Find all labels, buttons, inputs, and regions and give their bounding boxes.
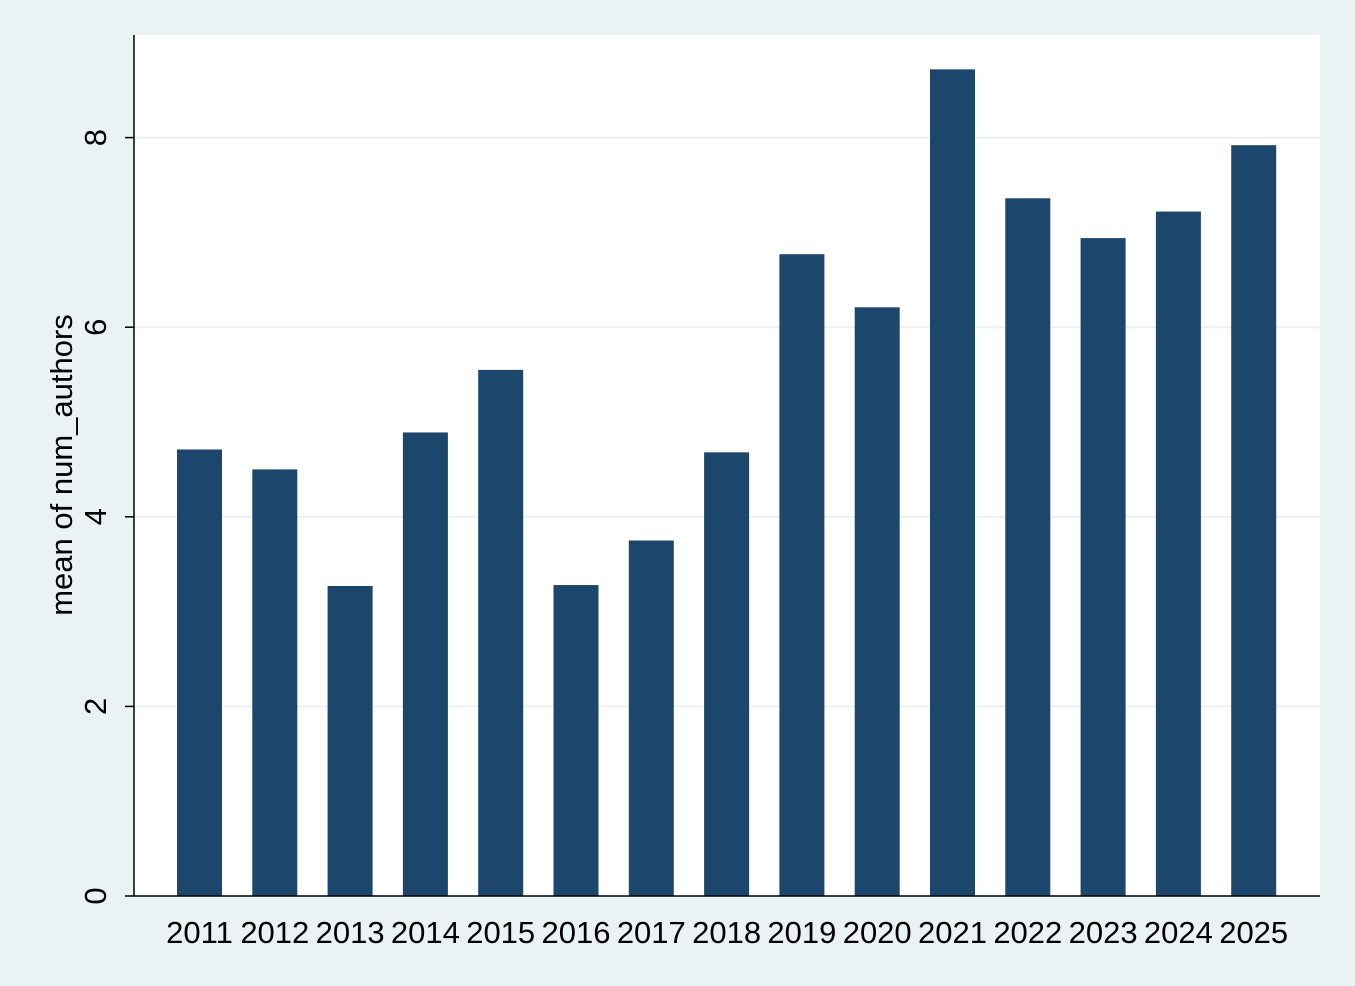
x-tick-label: 2018	[692, 915, 761, 950]
bar-2012	[252, 469, 298, 896]
bar-2014	[402, 432, 448, 896]
y-tick-label: 4	[78, 508, 113, 525]
x-tick-labels: 2011 2012 2013 2014 2015 2016 2017 2018 2019 2020…	[166, 915, 1288, 950]
bar-2022	[1005, 198, 1051, 897]
bar-2023	[1080, 238, 1126, 896]
y-axis-title: mean of num_authors	[44, 314, 79, 616]
x-tick-label: 2011	[166, 915, 233, 950]
x-tick-label: 2012	[240, 915, 309, 950]
x-tick-label: 2021	[918, 915, 987, 950]
bar-2018	[704, 452, 750, 896]
y-ticks: 0 2 4 6 8	[78, 129, 134, 905]
x-tick-label: 2019	[767, 915, 836, 950]
x-tick-label: 2014	[391, 915, 460, 950]
y-tick-label: 0	[78, 887, 113, 904]
x-tick-label: 2017	[617, 915, 686, 950]
x-tick-label: 2013	[316, 915, 385, 950]
x-tick-label: 2023	[1069, 915, 1138, 950]
y-tick-label: 8	[78, 129, 113, 146]
bar-2015	[478, 369, 524, 896]
x-tick-label: 2025	[1219, 915, 1288, 950]
bar-2013	[327, 586, 373, 896]
x-tick-label: 2015	[466, 915, 535, 950]
bar-2011	[177, 449, 222, 896]
x-tick-label: 2022	[993, 915, 1062, 950]
bar-2019	[779, 254, 825, 897]
bar-2016	[553, 585, 599, 896]
bar-2024	[1155, 211, 1201, 896]
y-tick-label: 6	[78, 319, 113, 336]
bar-2017	[628, 540, 674, 896]
y-tick-label: 2	[78, 698, 113, 715]
x-tick-label: 2016	[542, 915, 611, 950]
bar-2020	[854, 307, 900, 896]
x-tick-label: 2024	[1144, 915, 1213, 950]
bars	[177, 69, 1277, 897]
x-tick-label: 2020	[843, 915, 912, 950]
bar-2021	[930, 69, 975, 897]
bar-2025	[1231, 145, 1277, 896]
